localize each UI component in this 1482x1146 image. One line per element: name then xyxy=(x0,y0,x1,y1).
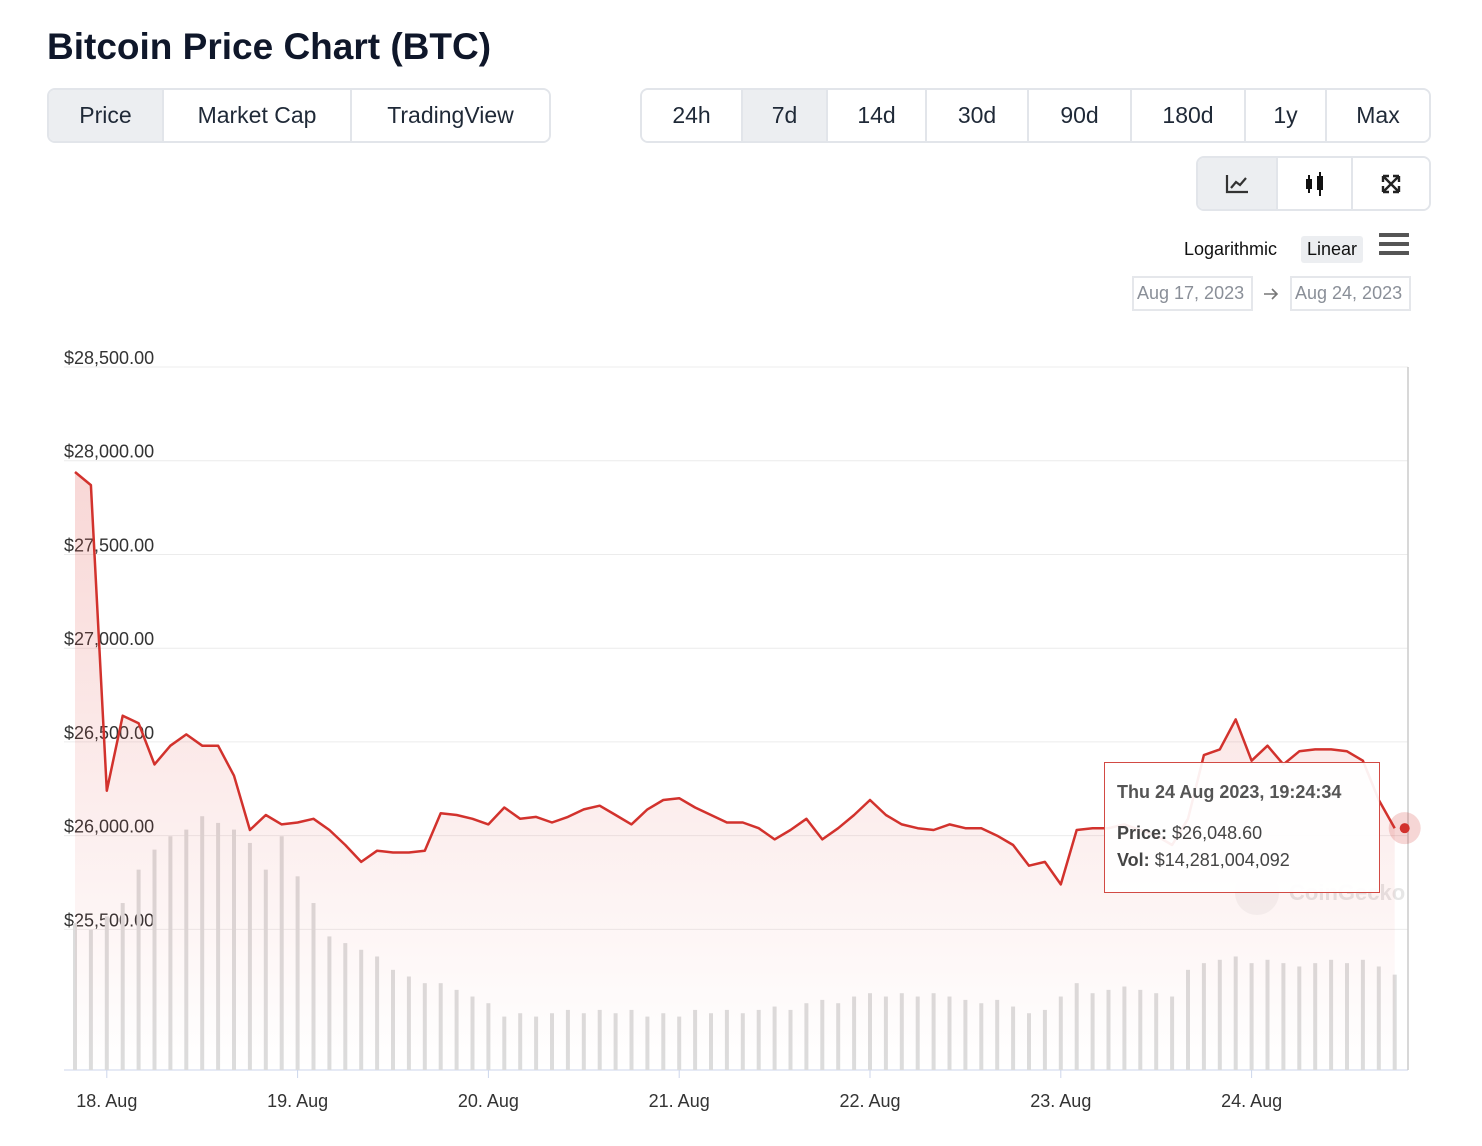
range-button[interactable]: 180d xyxy=(1132,90,1246,141)
tooltip-price: Price: $26,048.60 xyxy=(1117,820,1367,847)
x-tick-label: 18. Aug xyxy=(76,1091,137,1111)
range-button[interactable]: 90d xyxy=(1029,90,1132,141)
log-scale-button[interactable]: Logarithmic xyxy=(1184,239,1278,259)
menu-icon[interactable] xyxy=(1379,232,1409,256)
line-icon xyxy=(1225,174,1248,193)
candle-chart-button[interactable] xyxy=(1278,158,1353,209)
range-button[interactable]: 7d xyxy=(743,90,828,141)
x-tick-label: 21. Aug xyxy=(649,1091,710,1111)
hover-point xyxy=(1399,823,1410,834)
date-to[interactable]: Aug 24, 2023 xyxy=(1290,276,1411,311)
x-tick-label: 23. Aug xyxy=(1030,1091,1091,1111)
range-group: 24h 7d 14d 30d 90d 180d 1y Max xyxy=(640,88,1431,143)
x-tick-label: 20. Aug xyxy=(458,1091,519,1111)
date-from[interactable]: Aug 17, 2023 xyxy=(1132,276,1253,311)
tooltip-vol-label: Vol: xyxy=(1117,850,1150,870)
tab-button[interactable]: Market Cap xyxy=(164,90,352,141)
x-tick-label: 24. Aug xyxy=(1221,1091,1282,1111)
tooltip: Thu 24 Aug 2023, 19:24:34 Price: $26,048… xyxy=(1104,762,1380,893)
tab-button[interactable]: TradingView xyxy=(352,90,549,141)
x-tick-label: 22. Aug xyxy=(839,1091,900,1111)
range-button[interactable]: 14d xyxy=(828,90,927,141)
range-button[interactable]: 30d xyxy=(927,90,1029,141)
tooltip-vol: Vol: $14,281,004,092 xyxy=(1117,847,1367,874)
tooltip-price-label: Price: xyxy=(1117,823,1168,843)
price-area xyxy=(75,472,1395,1070)
chart-type-group xyxy=(1196,156,1431,211)
y-tick-label: $28,000.00 xyxy=(64,442,154,462)
arrow-icon xyxy=(1264,288,1279,300)
fullscreen-button[interactable] xyxy=(1353,158,1429,209)
range-button[interactable]: Max xyxy=(1327,90,1429,141)
tooltip-price-value: $26,048.60 xyxy=(1172,823,1263,843)
tooltip-vol-value: $14,281,004,092 xyxy=(1154,850,1290,870)
range-button[interactable]: 24h xyxy=(642,90,743,141)
line-chart-button[interactable] xyxy=(1198,158,1278,209)
linear-scale-button[interactable]: Linear xyxy=(1301,236,1364,263)
candle-icon xyxy=(1305,171,1323,196)
tab-button[interactable]: Price xyxy=(49,90,164,141)
y-tick-label: $28,500.00 xyxy=(64,348,154,368)
range-button[interactable]: 1y xyxy=(1246,90,1327,141)
tab-group: Price Market Cap TradingView xyxy=(47,88,551,143)
x-tick-label: 19. Aug xyxy=(267,1091,328,1111)
tooltip-date: Thu 24 Aug 2023, 19:24:34 xyxy=(1117,782,1342,802)
expand-icon xyxy=(1381,174,1401,193)
page-title: Bitcoin Price Chart (BTC) xyxy=(47,26,492,67)
